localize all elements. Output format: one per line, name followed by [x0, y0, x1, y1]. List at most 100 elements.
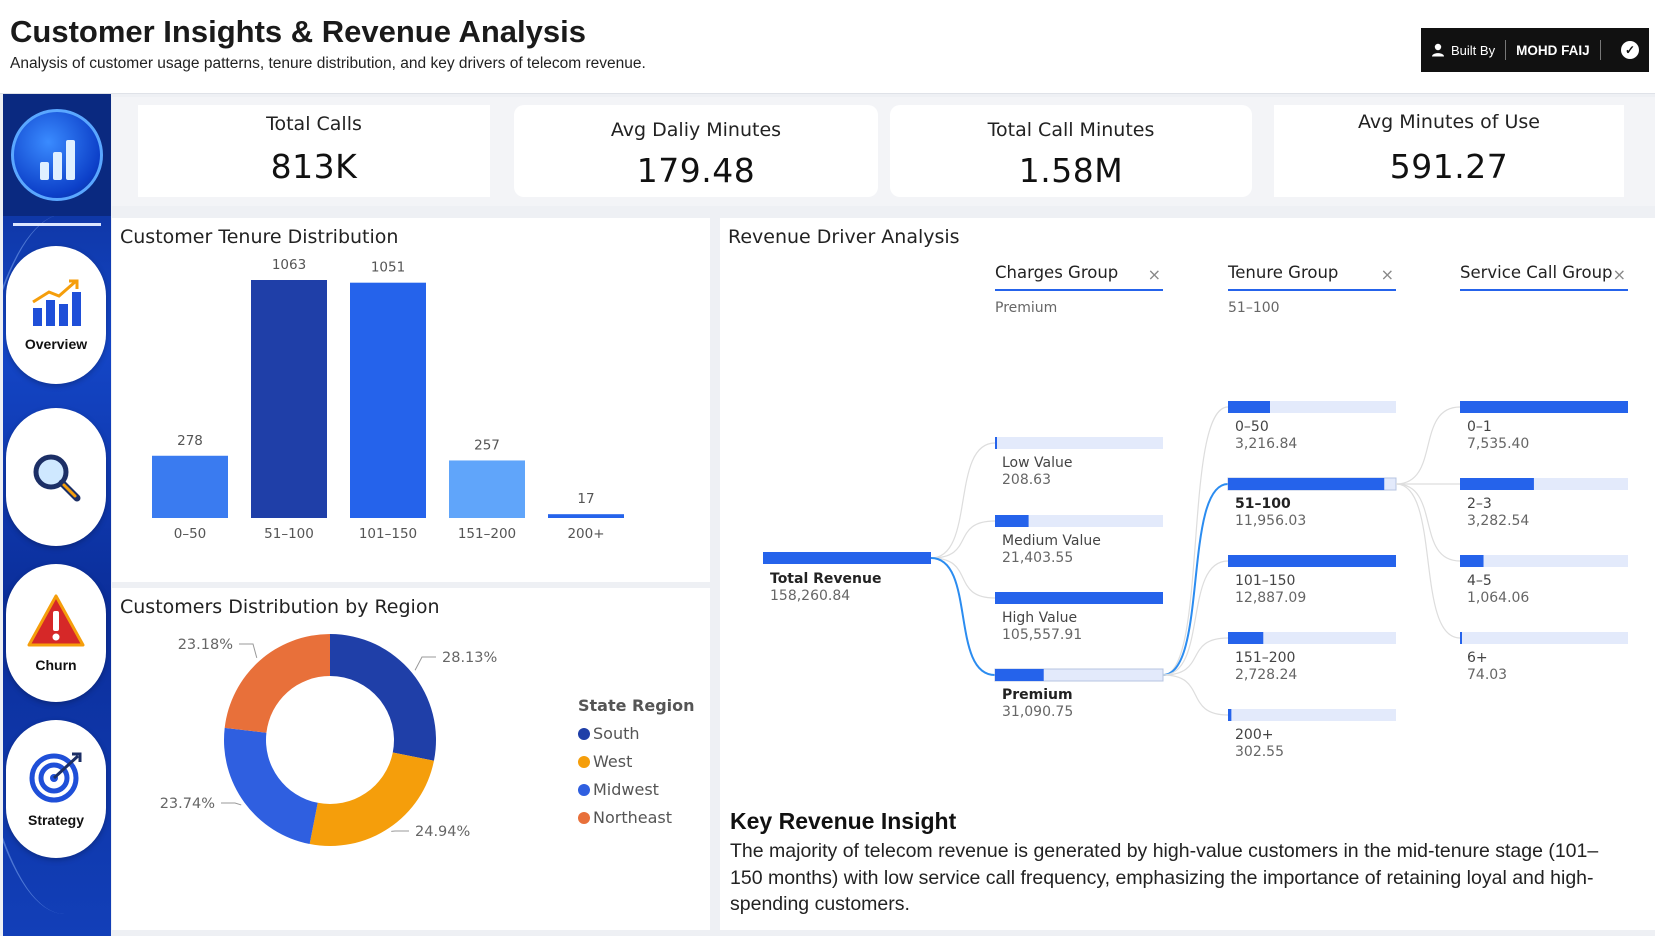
column-header-label: Service Call Group — [1460, 263, 1613, 282]
donut-slice-west[interactable] — [309, 752, 434, 846]
x-tick-label: 200+ — [567, 526, 604, 542]
tenure-node-track[interactable] — [1228, 709, 1396, 721]
close-icon[interactable]: × — [1613, 265, 1626, 284]
region-donut-chart: 28.13% 24.94% 23.74% 23.18% — [160, 634, 497, 846]
tenure-node-label: 0–50 — [1235, 419, 1269, 435]
leader-line — [414, 656, 436, 671]
x-tick-label: 51–100 — [264, 526, 314, 542]
tenure-bar[interactable] — [548, 514, 624, 518]
kpi-value: 179.48 — [636, 151, 756, 190]
legend-item-midwest[interactable]: Midwest — [578, 780, 695, 799]
legend-label: Midwest — [593, 780, 659, 799]
charges-node-value: 105,557.91 — [1002, 627, 1082, 643]
charges-node-label: Premium — [1002, 687, 1073, 703]
connector-line — [1395, 406, 1461, 485]
tenure-node-label: 151–200 — [1235, 650, 1295, 666]
charges-node-track[interactable] — [995, 437, 1163, 449]
tenure-node-value: 3,216.84 — [1235, 436, 1297, 452]
divider — [1599, 40, 1601, 60]
connector-line — [1162, 674, 1229, 716]
divider — [1505, 40, 1507, 60]
telecom-chart-logo-icon — [11, 109, 103, 201]
bar-value-label: 257 — [474, 437, 500, 453]
tenure-node-value: 302.55 — [1235, 744, 1284, 760]
service-node-bar[interactable] — [1460, 401, 1628, 413]
connector-line — [930, 557, 996, 599]
bar-value-label: 1063 — [272, 257, 306, 273]
verified-check-icon: ✓ — [1621, 41, 1639, 59]
kpi-label: Total Calls — [266, 113, 362, 135]
leader-line — [221, 802, 242, 806]
nav-strategy-label: Strategy — [27, 812, 85, 828]
bar-value-label: 17 — [577, 491, 594, 507]
tenure-bar[interactable] — [350, 282, 426, 518]
charges-node-track[interactable] — [995, 515, 1163, 527]
charges-node-label: High Value — [1002, 610, 1077, 626]
connector-line — [930, 442, 996, 559]
tenure-bar-chart: 278 0–50 1063 51–100 1051 101–150 257 151–200 17… — [152, 257, 624, 542]
charges-node-bar[interactable] — [995, 437, 997, 449]
close-icon[interactable]: × — [1381, 265, 1394, 284]
tenure-node-bar[interactable] — [1228, 632, 1264, 644]
author-name: MOHD FAIJ — [1516, 42, 1590, 58]
legend-label: Northeast — [593, 808, 673, 827]
service-node-value: 1,064.06 — [1467, 590, 1529, 606]
insight-text: The majority of telecom revenue is gener… — [730, 840, 1599, 915]
service-node-track[interactable] — [1460, 632, 1628, 644]
page-title: Customer Insights & Revenue Analysis — [10, 14, 586, 49]
slice-percent-label: 23.74% — [160, 796, 215, 812]
tenure-bar[interactable] — [152, 455, 228, 518]
built-by-badge[interactable]: Built By MOHD FAIJ ✓ — [1421, 28, 1649, 72]
tenure-node-bar[interactable] — [1228, 478, 1385, 490]
tenure-node-value: 12,887.09 — [1235, 590, 1306, 606]
donut-slice-midwest[interactable] — [224, 727, 318, 845]
kpi-value: 591.27 — [1389, 147, 1509, 186]
donut-slice-northeast[interactable] — [224, 634, 330, 733]
kpi-label: Avg Minutes of Use — [1358, 111, 1540, 133]
slice-percent-label: 23.18% — [178, 637, 233, 653]
column-selected-value: Premium — [995, 300, 1057, 316]
charges-node-bar[interactable] — [995, 592, 1163, 604]
service-node-bar[interactable] — [1460, 555, 1484, 567]
page-subtitle: Analysis of customer usage patterns, ten… — [10, 55, 646, 72]
legend-item-northeast[interactable]: Northeast — [578, 808, 695, 827]
tenure-node-bar[interactable] — [1228, 555, 1396, 567]
tenure-bar[interactable] — [449, 460, 525, 518]
legend-item-south[interactable]: South — [578, 724, 695, 743]
charges-node-label: Medium Value — [1002, 533, 1101, 549]
close-icon[interactable]: × — [1148, 265, 1161, 284]
service-node-track[interactable] — [1460, 555, 1628, 567]
charges-node-value: 208.63 — [1002, 472, 1051, 488]
warning-icon — [27, 594, 85, 647]
service-node-label: 2–3 — [1467, 496, 1492, 512]
legend-label: West — [593, 752, 633, 771]
tenure-node-bar[interactable] — [1228, 401, 1270, 413]
tenure-distribution-panel: Customer Tenure Distribution 278 0–50 1063… — [112, 218, 710, 582]
charges-node-bar[interactable] — [995, 669, 1044, 681]
nav-analysis-button[interactable] — [6, 408, 106, 546]
bar-chart-icon — [32, 279, 81, 326]
panel-title: Customer Tenure Distribution — [120, 226, 399, 248]
tenure-node-track[interactable] — [1228, 632, 1396, 644]
legend-dot — [578, 755, 590, 768]
donut-slice-south[interactable] — [330, 634, 436, 761]
nav-overview-button[interactable]: Overview — [6, 246, 106, 384]
kpi-value: 1.58M — [1018, 151, 1124, 190]
nav-churn-button[interactable]: Churn — [6, 564, 106, 702]
root-bar[interactable] — [763, 552, 931, 564]
charges-node-bar[interactable] — [995, 515, 1029, 527]
legend-item-west[interactable]: West — [578, 752, 695, 771]
nav-churn-label: Churn — [35, 657, 77, 673]
nav-strategy-button[interactable]: Strategy — [6, 720, 106, 858]
kpi-card-total-calls: Total Calls 813K — [138, 105, 490, 197]
service-node-bar[interactable] — [1460, 632, 1462, 644]
tenure-bar[interactable] — [251, 280, 327, 518]
tenure-node-label: 200+ — [1235, 727, 1273, 743]
region-distribution-panel: Customers Distribution by Region 28.13% 2… — [112, 588, 710, 930]
tenure-node-bar[interactable] — [1228, 709, 1232, 721]
tenure-node-value: 2,728.24 — [1235, 667, 1297, 683]
service-node-value: 3,282.54 — [1467, 513, 1529, 529]
column-header-label: Charges Group — [995, 263, 1118, 282]
service-node-bar[interactable] — [1460, 478, 1534, 490]
panel-title: Customers Distribution by Region — [120, 596, 440, 618]
